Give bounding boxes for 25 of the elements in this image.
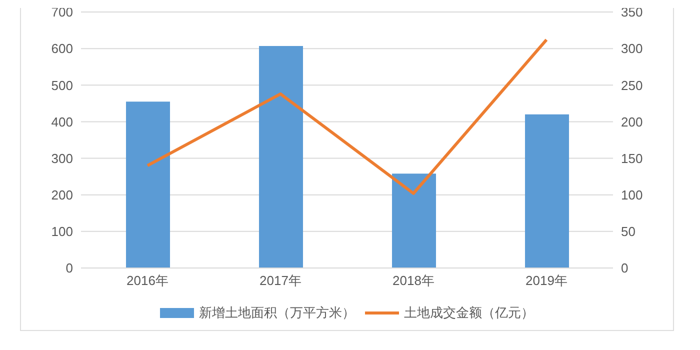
y-tick-label: 500 [51, 78, 73, 93]
bar [392, 174, 436, 268]
y2-tick-label: 50 [621, 224, 636, 240]
y-tick-label: 600 [51, 41, 73, 56]
legend-label: 土地成交金额（亿元） [404, 304, 534, 322]
line-series [146, 38, 548, 195]
legend-label: 新增土地面积（万平方米） [199, 304, 355, 322]
x-tick-label: 2019年 [526, 273, 568, 288]
y-tick-label: 300 [51, 150, 73, 166]
bar [126, 102, 170, 268]
y2-tick-label: 200 [621, 114, 643, 130]
y2-tick-label: 150 [621, 150, 643, 166]
x-tick-label: 2018年 [392, 273, 434, 288]
y2-tick-label: 100 [621, 187, 643, 202]
y-tick-label: 200 [51, 187, 73, 202]
y-tick-label: 100 [51, 224, 73, 240]
y2-tick-label: 250 [621, 78, 643, 93]
bar [525, 114, 569, 268]
bar [259, 46, 303, 268]
y2-tick-label: 0 [621, 260, 628, 276]
x-tick-label: 2017年 [260, 273, 302, 288]
y-tick-label: 0 [66, 260, 73, 276]
x-tick-label: 2016年 [126, 273, 168, 288]
y2-tick-label: 300 [621, 41, 643, 56]
y-tick-label: 400 [51, 114, 73, 130]
